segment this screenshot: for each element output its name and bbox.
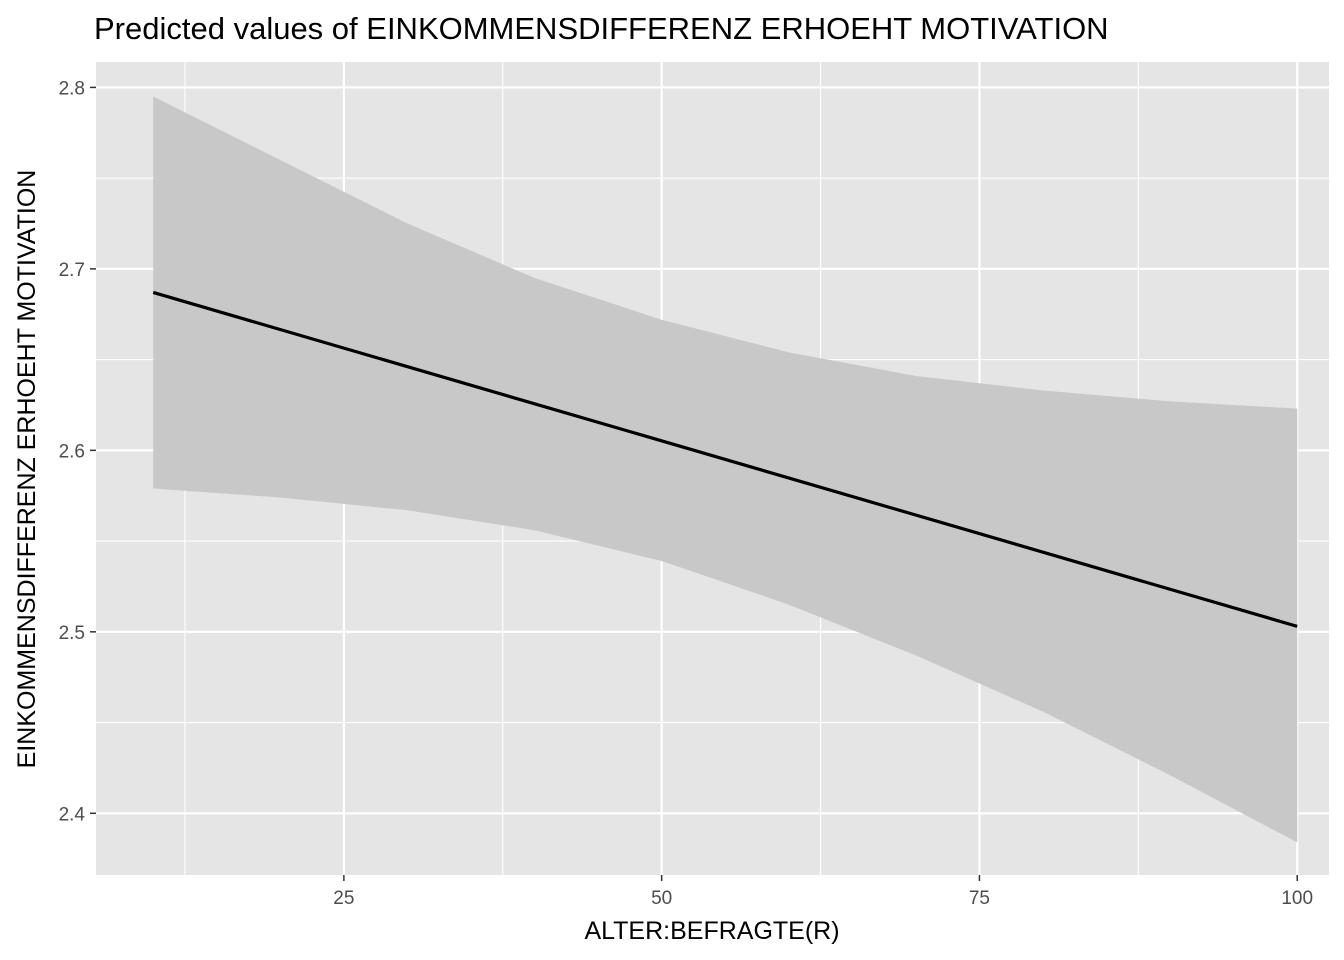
y-tick-label: 2.5 [59,623,85,644]
x-tick-label: 75 [969,888,990,909]
x-axis-title: ALTER:BEFRAGTE(R) [584,917,839,945]
y-tick-label: 2.6 [59,441,85,462]
confidence-ribbon [153,96,1298,843]
predicted-line [152,290,1298,628]
y-tick-label: 2.4 [59,804,86,825]
y-axis: 2.4 2.5 2.6 2.7 2.8 [59,78,96,825]
x-axis: 25 50 75 100 [333,875,1313,909]
y-tick-label: 2.7 [59,260,85,281]
x-tick-label: 25 [333,888,354,909]
x-tick-label: 100 [1281,888,1313,909]
y-tick-label: 2.8 [59,78,85,99]
chart-title: Predicted values of EINKOMMENSDIFFERENZ … [94,11,1109,46]
x-tick-label: 50 [651,888,672,909]
y-axis-title: EINKOMMENSDIFFERENZ ERHOEHT MOTIVATION [13,170,41,769]
